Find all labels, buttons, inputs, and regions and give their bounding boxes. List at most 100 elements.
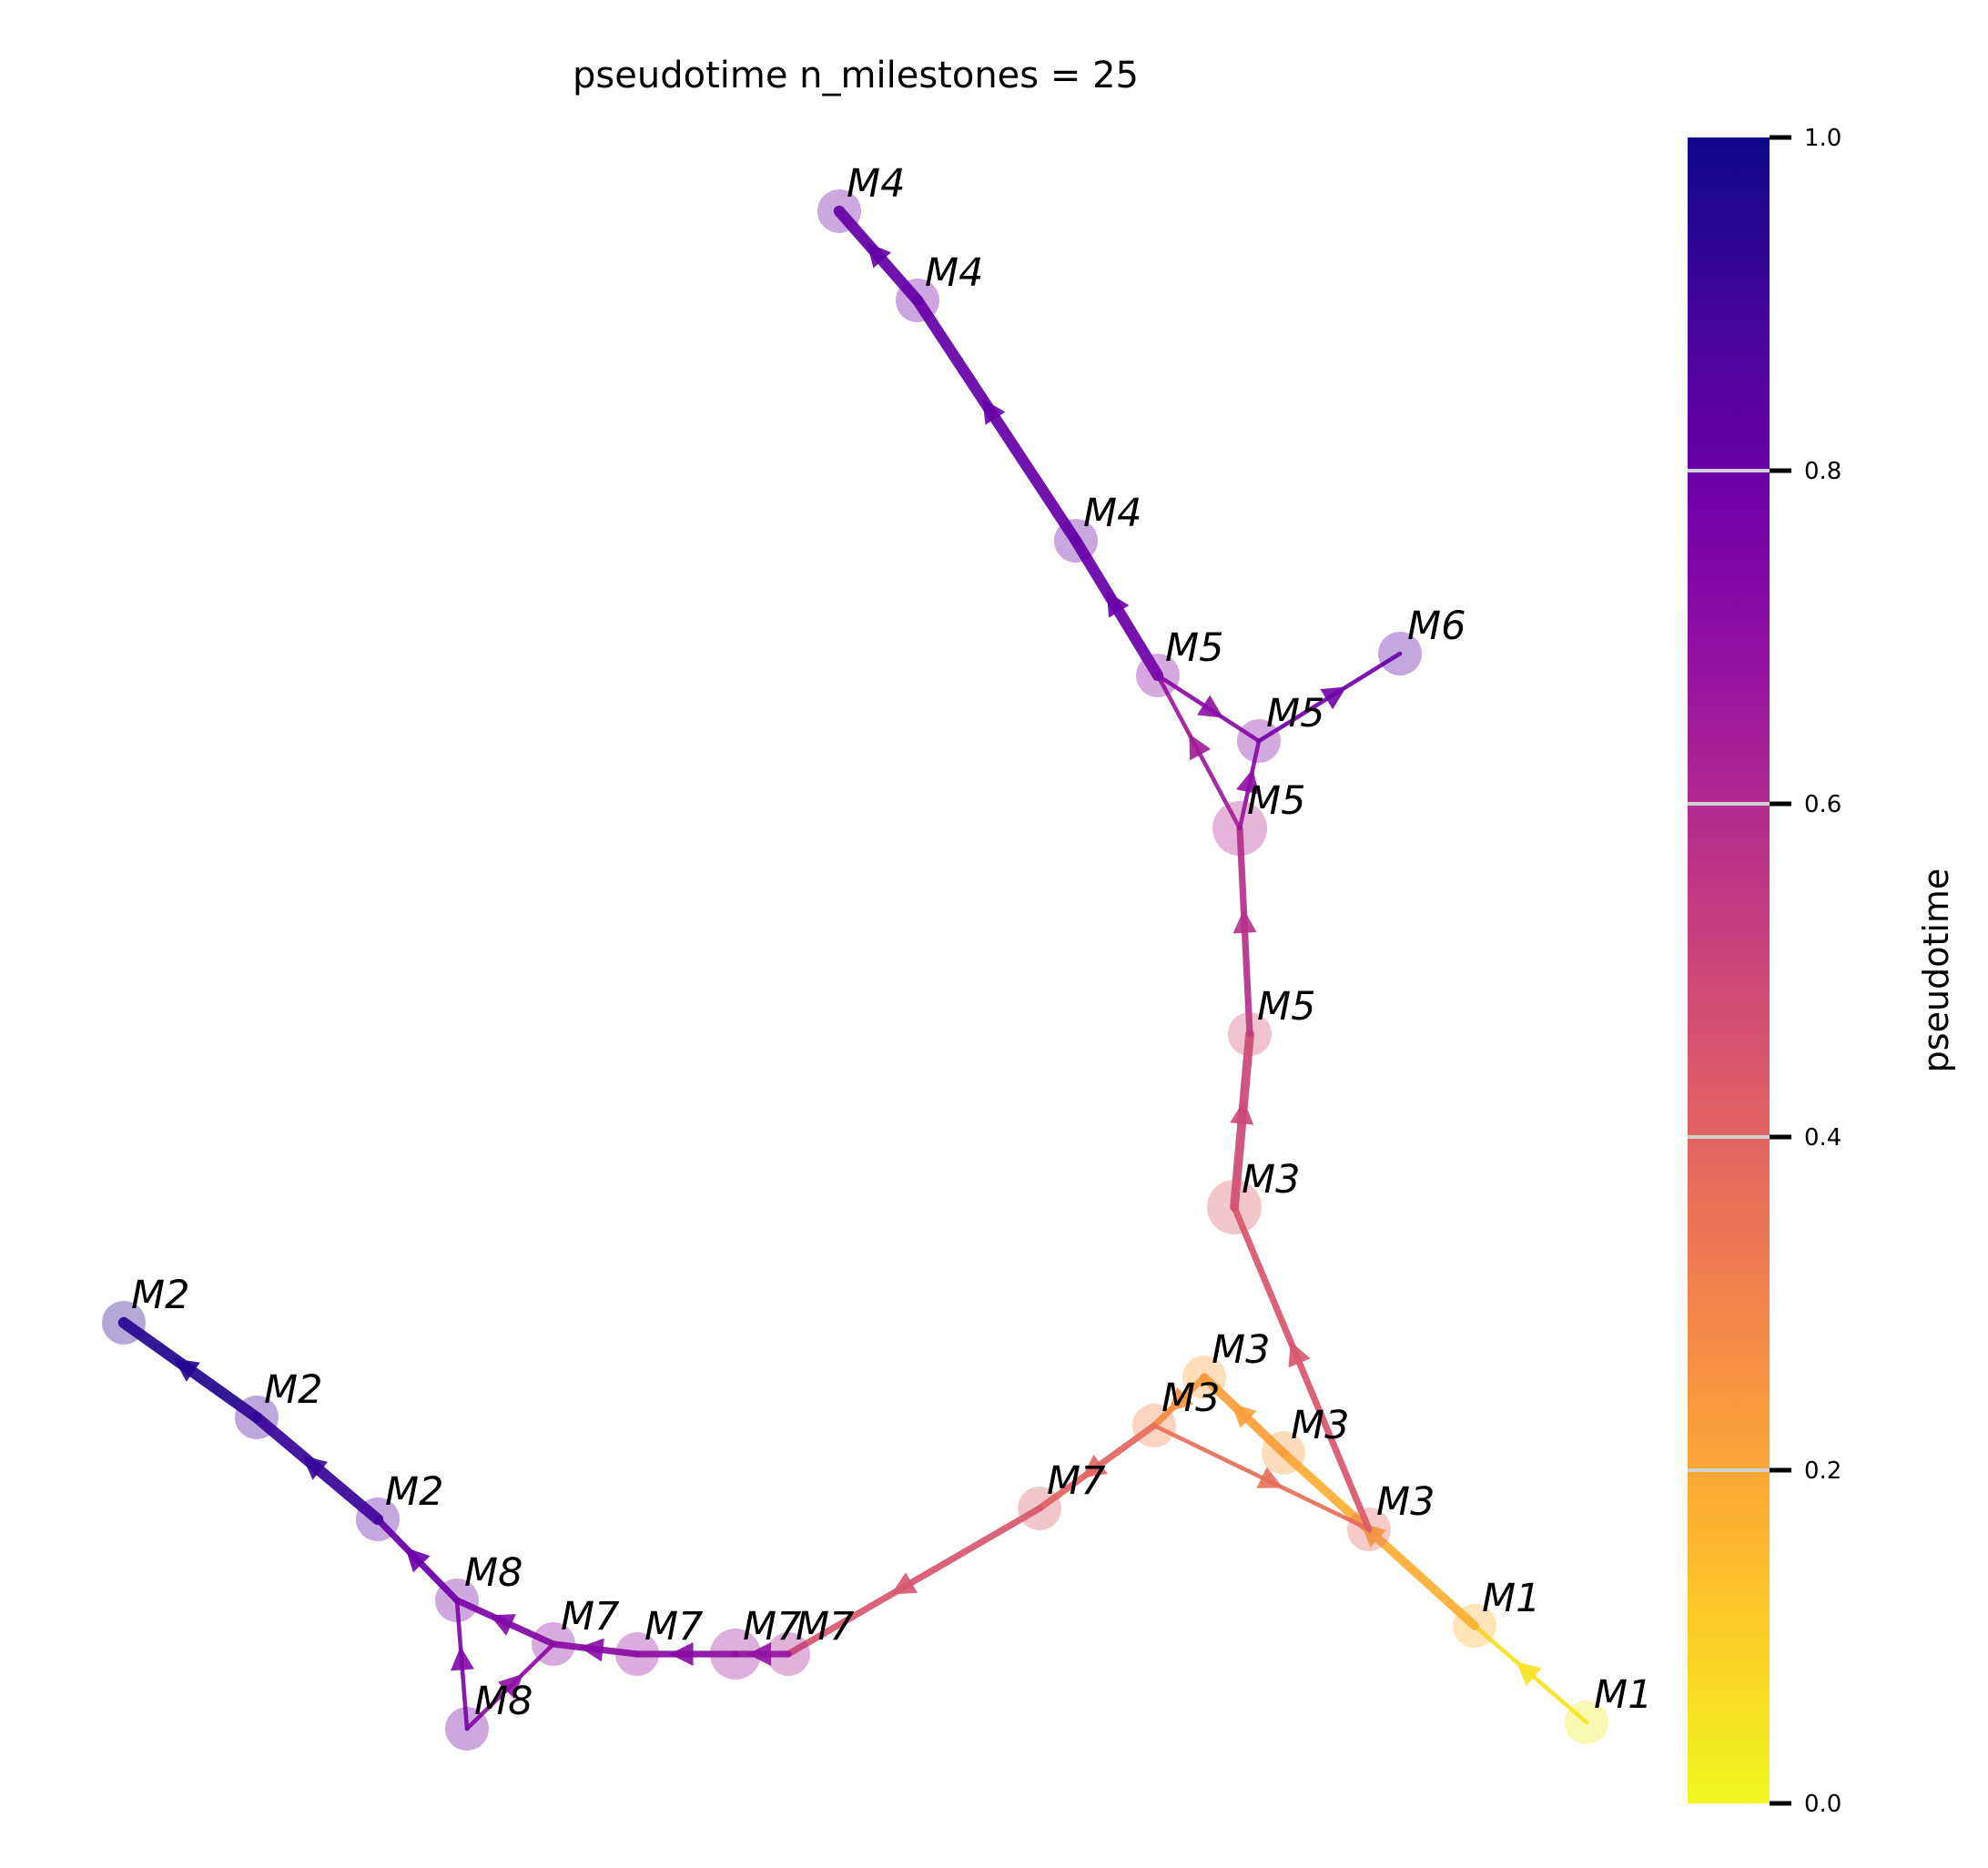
edge-n10-n14 xyxy=(1070,534,1164,682)
edge-line xyxy=(1231,1203,1373,1533)
edge-arrowhead xyxy=(1230,1100,1254,1125)
edge-n14-n13 xyxy=(911,294,1082,547)
milestone-node-n1 xyxy=(1565,1700,1608,1744)
milestone-label-n15: M6 xyxy=(1407,604,1466,649)
milestone-node-n11 xyxy=(1237,719,1281,763)
colorbar-tick-label: 0.0 xyxy=(1804,1791,1841,1818)
milestone-label-n7: M3 xyxy=(1242,1157,1300,1203)
edge-line xyxy=(911,294,1082,547)
edge-arrowhead xyxy=(1197,695,1223,718)
milestone-node-n3 xyxy=(1182,1355,1226,1399)
edge-arrowhead xyxy=(579,1638,604,1662)
edge-arrowhead xyxy=(890,1572,918,1595)
milestone-node-n17 xyxy=(766,1632,810,1676)
edge-n10-n11 xyxy=(1155,673,1262,744)
edge-n9-n11 xyxy=(1236,738,1262,831)
milestone-label-n5: M3 xyxy=(1161,1376,1220,1421)
edge-n16-n17 xyxy=(785,1505,1043,1658)
edge-arrowhead xyxy=(301,1456,329,1480)
figure-title: pseudotime n_milestones = 25 xyxy=(573,55,1139,96)
colorbar-ticks: 0.0 0.2 0.4 0.6 0.8 1.0 xyxy=(1688,125,1841,1818)
edge-arrowhead xyxy=(497,1673,523,1700)
edges-layer xyxy=(117,205,1589,1731)
colorbar-gradient xyxy=(1688,137,1770,1803)
edge-arrowhead xyxy=(669,1642,694,1666)
milestone-node-n10 xyxy=(1136,654,1180,697)
milestone-label-n9: M5 xyxy=(1247,778,1305,824)
edge-arrowhead xyxy=(451,1646,474,1671)
edge-n9-n10 xyxy=(1155,673,1242,831)
milestone-label-n3: M3 xyxy=(1212,1327,1270,1373)
milestone-label-n1: M1 xyxy=(1594,1672,1652,1718)
edge-arrowhead xyxy=(1231,1403,1257,1428)
milestone-node-n13 xyxy=(896,279,939,322)
milestone-node-n9 xyxy=(1212,801,1267,856)
edge-n4-n3 xyxy=(1200,1373,1288,1457)
colorbar-tick-label: 1.0 xyxy=(1804,125,1841,152)
edge-n5-n16 xyxy=(1036,1422,1158,1512)
milestone-node-n15 xyxy=(1378,632,1422,675)
edge-arrowhead xyxy=(747,1642,772,1666)
milestone-label-n24: M2 xyxy=(264,1367,322,1413)
milestone-node-n24 xyxy=(235,1396,279,1439)
milestone-node-n16 xyxy=(1018,1487,1061,1530)
edge-line xyxy=(785,1505,1043,1658)
milestone-node-n14 xyxy=(1054,519,1098,563)
edge-n22-n20 xyxy=(464,1641,556,1731)
milestone-node-n20 xyxy=(532,1622,575,1666)
edge-n7-n8 xyxy=(1230,1030,1254,1212)
edge-n22-n21 xyxy=(451,1598,474,1731)
edge-arrowhead xyxy=(1081,1454,1108,1478)
milestone-node-n23 xyxy=(356,1497,400,1541)
milestone-node-n6 xyxy=(1347,1508,1391,1551)
edge-n20-n21 xyxy=(453,1597,557,1648)
edge-arrowhead xyxy=(867,242,892,269)
edge-arrowhead xyxy=(982,398,1006,425)
milestone-node-n8 xyxy=(1228,1012,1272,1056)
milestone-label-n19: M7 xyxy=(644,1604,703,1650)
edge-arrowhead xyxy=(1189,734,1212,761)
colorbar-tick-label: 0.4 xyxy=(1804,1124,1841,1152)
edge-arrowhead xyxy=(174,1358,200,1382)
edge-n5-n6 xyxy=(1151,1423,1372,1532)
edge-arrowhead xyxy=(405,1547,431,1573)
edge-n24-n25 xyxy=(117,1316,263,1424)
milestone-label-n2: M1 xyxy=(1482,1576,1540,1621)
milestone-label-n25: M2 xyxy=(131,1273,189,1318)
edge-n13-n12 xyxy=(833,205,924,307)
milestone-label-n11: M5 xyxy=(1266,691,1324,736)
milestone-label-n18: M7 xyxy=(743,1604,801,1650)
edge-n1-n2 xyxy=(1472,1623,1589,1725)
milestone-label-n14: M4 xyxy=(1083,491,1141,536)
edge-n23-n24 xyxy=(250,1411,384,1526)
milestone-label-n6: M3 xyxy=(1376,1479,1435,1525)
edge-n8-n9 xyxy=(1232,825,1257,1038)
edge-n18-n19 xyxy=(634,1642,739,1666)
edge-arrowhead xyxy=(1232,909,1257,934)
milestone-label-n22: M8 xyxy=(474,1679,532,1724)
edge-n11-n15 xyxy=(1256,651,1403,744)
milestone-node-n19 xyxy=(615,1632,659,1676)
milestone-node-n18 xyxy=(710,1629,761,1680)
milestone-label-n23: M2 xyxy=(385,1469,443,1515)
colorbar-tick-label: 0.6 xyxy=(1804,791,1841,818)
nodes-layer xyxy=(102,189,1608,1751)
milestone-node-n2 xyxy=(1453,1604,1496,1648)
edge-arrowhead xyxy=(1168,1386,1194,1413)
milestone-label-n21: M8 xyxy=(464,1550,522,1596)
milestone-node-n25 xyxy=(102,1301,146,1345)
labels-layer: M1M1M3M3M3M3M3M5M5M5M5M4M4M4M6M7M7M7M7M7… xyxy=(131,161,1652,1724)
colorbar-label: pseudotime xyxy=(1916,868,1956,1073)
milestone-node-n7 xyxy=(1207,1180,1262,1234)
edge-arrowhead xyxy=(1516,1661,1542,1687)
milestone-label-n13: M4 xyxy=(925,250,983,296)
milestone-label-n16: M7 xyxy=(1047,1458,1105,1504)
edge-arrowhead xyxy=(1236,768,1260,795)
milestone-node-n22 xyxy=(445,1707,489,1751)
colorbar-tick-label: 0.2 xyxy=(1804,1457,1841,1485)
milestone-label-n4: M3 xyxy=(1291,1403,1349,1448)
edge-n19-n20 xyxy=(550,1638,641,1662)
edge-line xyxy=(1279,1448,1479,1630)
edge-n6-n7 xyxy=(1231,1203,1373,1533)
